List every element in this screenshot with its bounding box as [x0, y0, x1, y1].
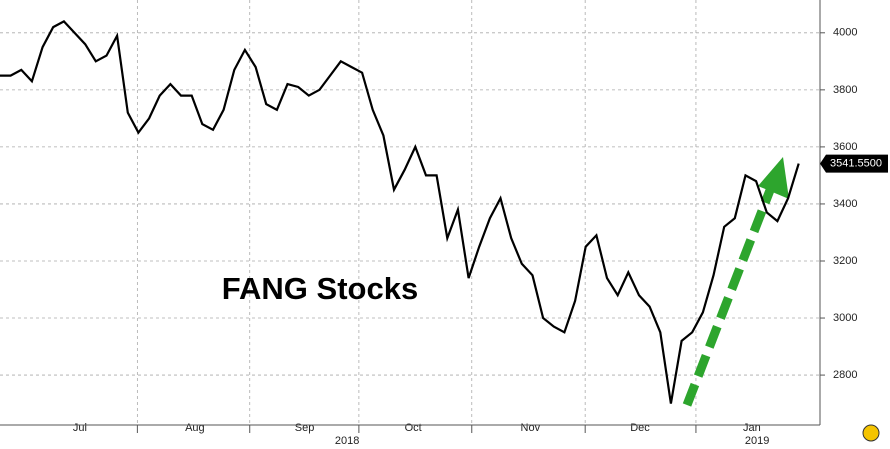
year-label: 2019	[745, 435, 769, 447]
x-tick-label: Jul	[73, 422, 87, 434]
y-tick-label: 3200	[833, 255, 857, 267]
x-tick-label: Dec	[630, 422, 650, 434]
x-tick-label: Oct	[405, 422, 422, 434]
x-tick-label: Jan	[743, 422, 761, 434]
x-tick-label: Sep	[295, 422, 315, 434]
x-tick-label: Aug	[185, 422, 205, 434]
chart-title: FANG Stocks	[222, 271, 418, 306]
y-tick-label: 3600	[833, 141, 857, 153]
y-tick-label: 3000	[833, 312, 857, 324]
logo-icon	[862, 424, 880, 442]
y-tick-label: 3400	[833, 198, 857, 210]
year-label: 2018	[335, 435, 359, 447]
y-tick-label: 2800	[833, 369, 857, 381]
y-tick-label: 3800	[833, 84, 857, 96]
trend-arrow	[682, 157, 789, 407]
last-value-label: 3541.5500	[830, 157, 882, 169]
line-series	[0, 20, 800, 404]
y-tick-label: 4000	[833, 27, 857, 39]
last-value-tag	[820, 154, 888, 173]
x-tick-label: Nov	[521, 422, 541, 434]
